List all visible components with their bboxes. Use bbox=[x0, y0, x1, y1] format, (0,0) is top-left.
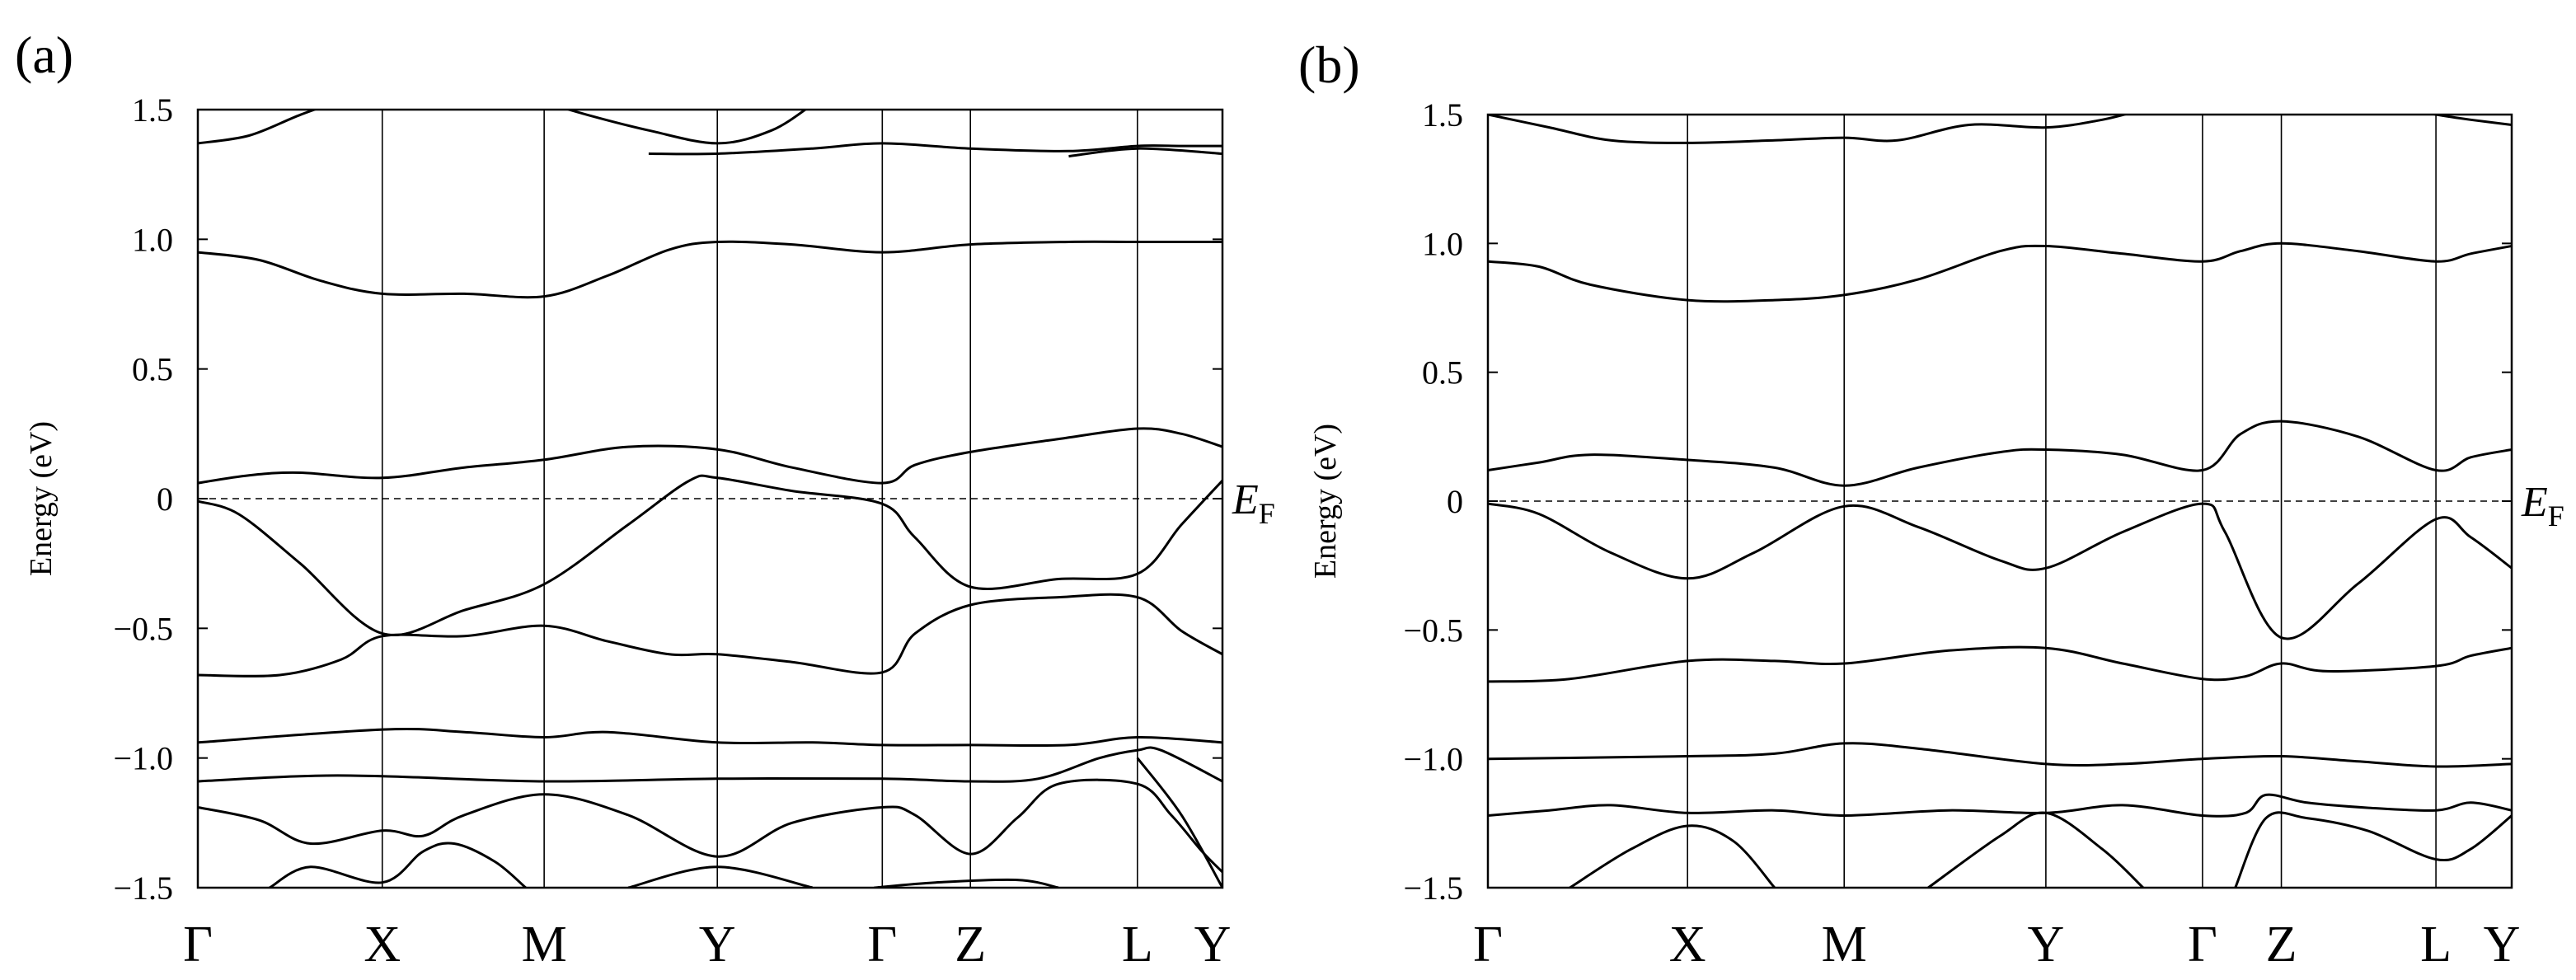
y-axis-label: Energy (eV) bbox=[24, 421, 59, 576]
kpoint-label: Y bbox=[2027, 917, 2064, 973]
band-line-band_v5 bbox=[198, 778, 1222, 874]
kpoint-label: L bbox=[1122, 917, 1153, 973]
band-line-band_v7 bbox=[627, 865, 814, 888]
band-line-band_above_3 bbox=[648, 142, 1222, 156]
band-line-band_c1 bbox=[1488, 420, 2512, 487]
ytick-label: −1.5 bbox=[1403, 870, 1463, 907]
kpoint-label: Z bbox=[2266, 917, 2297, 973]
band-line-band_c3 bbox=[1488, 115, 2129, 144]
plot-frame bbox=[196, 108, 1224, 889]
ytick-label: −1.0 bbox=[1403, 741, 1463, 778]
kpoint-label: X bbox=[364, 917, 401, 973]
kpoint-label: Γ bbox=[2188, 917, 2217, 973]
band-line-band_v6 bbox=[1927, 811, 2144, 888]
band-line-band_v8 bbox=[874, 878, 1059, 888]
kpoint-label: Γ bbox=[867, 917, 897, 973]
ytick-label: 1.5 bbox=[1422, 96, 1463, 134]
band-line-band_c1 bbox=[198, 427, 1222, 485]
fermi-label-subscript: F bbox=[1259, 497, 1275, 530]
ytick-label: −1.0 bbox=[113, 740, 173, 777]
kpoint-label: Z bbox=[955, 917, 986, 973]
kpoint-label: Y bbox=[1194, 917, 1232, 973]
fermi-label-main: E bbox=[1232, 476, 1259, 523]
ytick-label: 0 bbox=[1447, 483, 1463, 520]
kpoint-label: Y bbox=[2484, 917, 2521, 973]
ytick-label: 1.0 bbox=[132, 221, 173, 258]
band-line-band_v4 bbox=[198, 746, 1222, 783]
fermi-label-main: E bbox=[2521, 479, 2548, 526]
kpoint-label: Y bbox=[699, 917, 736, 973]
ytick-label: 1.5 bbox=[132, 91, 173, 129]
ytick-label: 0.5 bbox=[132, 351, 173, 388]
bands-group bbox=[198, 110, 1222, 888]
y-axis-label: Energy (eV) bbox=[1308, 424, 1343, 579]
kpoint-label: Γ bbox=[1473, 917, 1503, 973]
bands-group bbox=[1488, 115, 2512, 888]
fermi-label: EF bbox=[2521, 479, 2564, 532]
band-line-band_v3 bbox=[1488, 742, 2512, 768]
band-line-band_v7 bbox=[2234, 811, 2512, 888]
fermi-label-subscript: F bbox=[2548, 499, 2564, 532]
band-line-band_above_1 bbox=[198, 110, 318, 145]
kpoint-label: L bbox=[2420, 917, 2452, 973]
kpoint-label: Γ bbox=[183, 917, 213, 973]
ytick-label: 0.5 bbox=[1422, 354, 1463, 392]
band-line-band_v1 bbox=[198, 474, 1222, 636]
band-line-band_v2 bbox=[198, 593, 1222, 678]
band-line-band_v6 bbox=[269, 842, 527, 888]
band-line-band_v4 bbox=[1488, 793, 2512, 818]
band-line-band_v3 bbox=[198, 727, 1222, 748]
band-line-band_v1 bbox=[1488, 502, 2512, 640]
ytick-label: −0.5 bbox=[1403, 612, 1463, 649]
ytick-label: −1.5 bbox=[113, 870, 173, 907]
panel-label: (a) bbox=[15, 26, 73, 84]
band-line-band_c2 bbox=[198, 240, 1222, 299]
band-line-band_v9 bbox=[1136, 757, 1222, 888]
band-line-band_v2 bbox=[1488, 645, 2512, 683]
band-line-band_c2 bbox=[1488, 241, 2512, 303]
fermi-label: EF bbox=[1232, 476, 1275, 530]
band-line-band_c3b bbox=[2428, 115, 2512, 126]
plot-frame bbox=[1486, 113, 2513, 889]
kpoint-label: M bbox=[522, 917, 567, 973]
ytick-label: 1.0 bbox=[1422, 225, 1463, 262]
kpoint-label: M bbox=[1822, 917, 1867, 973]
band-line-band_above_2 bbox=[564, 110, 808, 145]
kpoint-label: X bbox=[1669, 917, 1706, 973]
band-line-band_v5 bbox=[1569, 824, 1776, 888]
panel-label: (b) bbox=[1298, 35, 1360, 94]
band-line-band_above_4 bbox=[1068, 147, 1222, 158]
ytick-label: −0.5 bbox=[113, 610, 173, 647]
ytick-label: 0 bbox=[157, 481, 173, 518]
